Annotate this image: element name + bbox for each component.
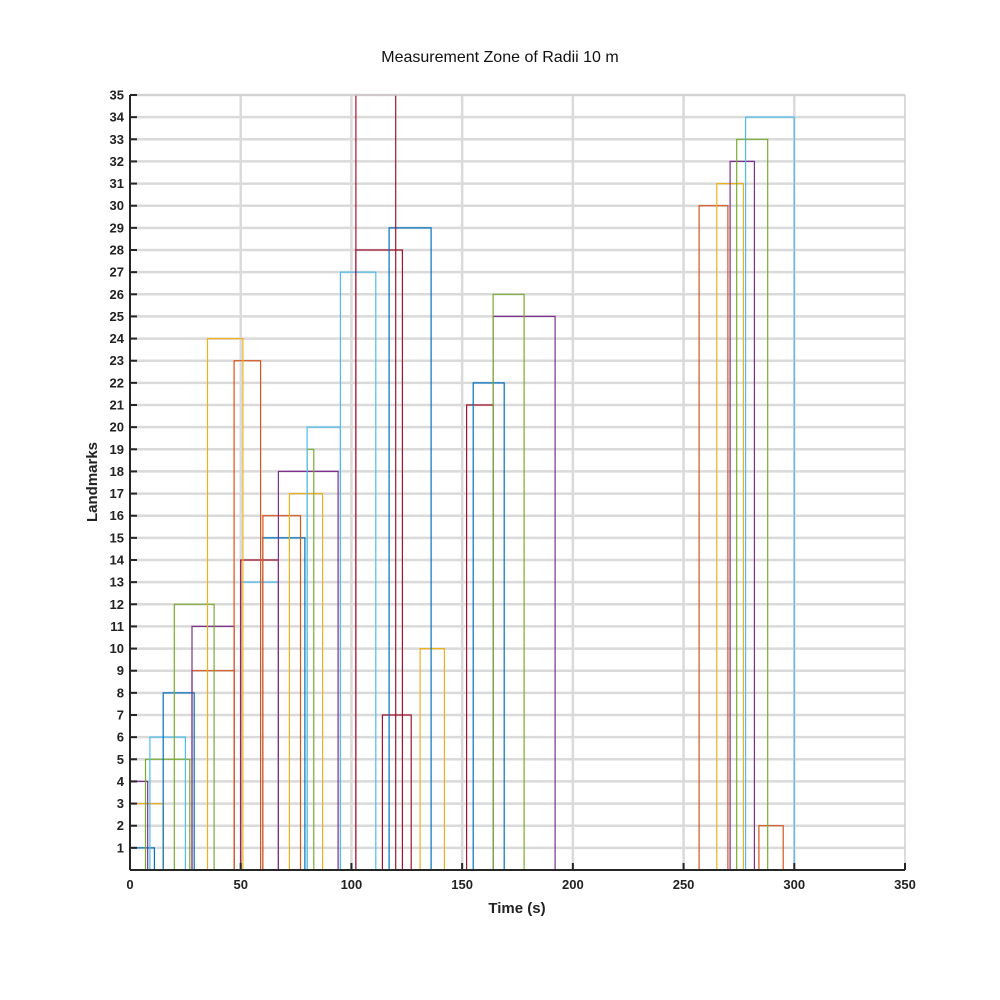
tick-labels: 0 50 100 150 200 250 300 3501234567891011121314… — [110, 88, 916, 893]
y-tick-label: 17 — [110, 486, 124, 501]
y-tick-label: 31 — [110, 176, 124, 191]
y-tick-label: 2 — [117, 818, 124, 833]
y-tick-label: 11 — [110, 619, 124, 634]
y-tick-label: 5 — [117, 752, 124, 767]
y-tick-label: 10 — [110, 641, 124, 656]
y-tick-label: 26 — [110, 287, 124, 302]
y-tick-label: 23 — [110, 353, 124, 368]
chart-title: Measurement Zone of Radii 10 m — [381, 49, 618, 66]
y-tick-label: 25 — [110, 309, 124, 324]
y-tick-label: 35 — [110, 88, 124, 103]
y-tick-label: 32 — [110, 154, 124, 169]
y-tick-label: 34 — [110, 110, 125, 125]
y-tick-label: 21 — [110, 398, 124, 413]
y-tick-label: 29 — [110, 220, 124, 235]
y-tick-label: 13 — [110, 575, 124, 590]
y-tick-label: 8 — [117, 685, 124, 700]
y-tick-label: 7 — [117, 708, 124, 723]
x-tick-label: 0 — [126, 877, 133, 892]
y-tick-label: 15 — [110, 530, 124, 545]
x-tick-label: 100 — [341, 877, 363, 892]
x-tick-label: 150 — [451, 877, 473, 892]
y-tick-label: 16 — [110, 508, 124, 523]
x-tick-label: 200 — [562, 877, 584, 892]
y-tick-label: 12 — [110, 597, 124, 612]
plot-area — [130, 95, 905, 870]
y-tick-label: 28 — [110, 243, 124, 258]
y-tick-label: 24 — [110, 331, 125, 346]
y-tick-label: 3 — [117, 796, 124, 811]
y-tick-label: 9 — [117, 663, 124, 678]
y-axis-label: Landmarks — [84, 442, 101, 522]
y-tick-label: 27 — [110, 265, 124, 280]
x-tick-label: 350 — [894, 877, 916, 892]
y-tick-label: 6 — [117, 730, 124, 745]
y-tick-label: 14 — [110, 553, 125, 568]
y-tick-label: 18 — [110, 464, 124, 479]
y-tick-label: 20 — [110, 420, 124, 435]
y-tick-label: 22 — [110, 375, 124, 390]
axes — [129, 94, 906, 871]
y-tick-label: 4 — [117, 774, 125, 789]
x-axis-label: Time (s) — [488, 900, 545, 917]
x-tick-label: 50 — [233, 877, 247, 892]
y-tick-label: 30 — [110, 198, 124, 213]
y-tick-label: 1 — [117, 840, 124, 855]
x-tick-label: 250 — [673, 877, 695, 892]
y-tick-label: 33 — [110, 132, 124, 147]
x-tick-label: 300 — [783, 877, 805, 892]
y-tick-label: 19 — [110, 442, 124, 457]
